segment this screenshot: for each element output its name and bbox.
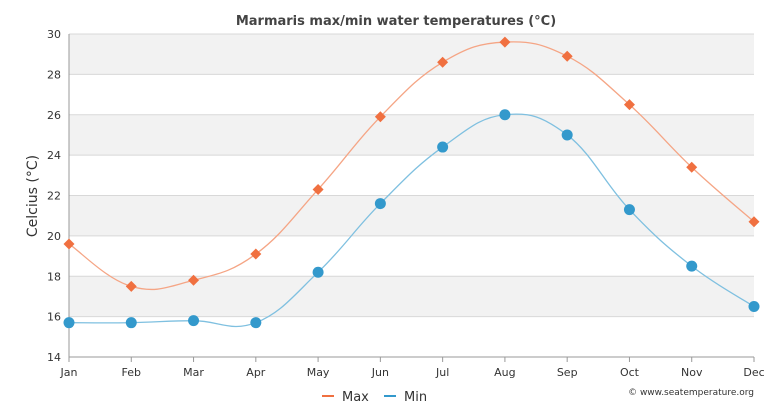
x-tick-label: Jul xyxy=(435,366,449,379)
data-point-max[interactable] xyxy=(63,238,75,250)
plot-band xyxy=(69,276,754,317)
y-tick-label: 14 xyxy=(47,351,61,364)
data-point-min[interactable] xyxy=(561,129,573,141)
y-tick-label: 18 xyxy=(47,270,61,283)
data-point-min[interactable] xyxy=(437,141,449,153)
x-tick-label: Sep xyxy=(557,366,578,379)
y-tick-label: 20 xyxy=(47,230,61,243)
legend-label-min: Min xyxy=(404,390,427,405)
y-tick-label: 16 xyxy=(47,311,61,324)
chart-title: Marmaris max/min water temperatures (°C) xyxy=(236,14,556,29)
legend-label-max: Max xyxy=(342,390,369,405)
credit-text: © www.seatemperature.org xyxy=(628,388,754,398)
gridlines xyxy=(69,33,754,358)
data-point-min[interactable] xyxy=(686,260,698,272)
data-point-min[interactable] xyxy=(188,315,200,327)
data-point-max[interactable] xyxy=(125,280,137,292)
x-tick-label: Jun xyxy=(371,366,389,379)
x-tick-label: May xyxy=(307,366,330,379)
data-point-min[interactable] xyxy=(312,266,324,278)
data-point-max[interactable] xyxy=(312,183,324,195)
y-tick-label: 24 xyxy=(47,149,61,162)
legend-item-max[interactable]: Max xyxy=(322,390,369,405)
plot-background-bands xyxy=(69,34,754,317)
plot-band xyxy=(69,195,754,236)
data-point-max[interactable] xyxy=(561,50,573,62)
y-tick-label: 26 xyxy=(47,109,61,122)
data-point-min[interactable] xyxy=(623,204,635,216)
series-layer xyxy=(63,36,760,329)
y-tick-label: 28 xyxy=(47,68,61,81)
x-tick-label: Dec xyxy=(743,366,764,379)
data-point-max[interactable] xyxy=(499,36,511,48)
data-point-max[interactable] xyxy=(374,111,386,123)
x-tick-label: Mar xyxy=(183,366,204,379)
y-tick-label: 22 xyxy=(47,190,61,203)
y-axis-label: Celcius (°C) xyxy=(25,155,41,237)
data-point-min[interactable] xyxy=(125,317,137,329)
series-line-max xyxy=(68,41,755,291)
data-point-max[interactable] xyxy=(686,161,698,173)
x-axis-ticks: Jan Feb Mar Apr May Jun Jul Aug Sep Oct Nov Dec xyxy=(60,357,765,379)
data-point-max[interactable] xyxy=(748,216,760,228)
data-point-min[interactable] xyxy=(748,301,760,313)
x-tick-label: Feb xyxy=(122,366,141,379)
series-max xyxy=(63,36,760,292)
plot-band xyxy=(69,114,754,156)
axes xyxy=(68,34,754,358)
x-tick-label: Apr xyxy=(246,366,266,379)
x-tick-label: Jan xyxy=(60,366,78,379)
x-tick-label: Nov xyxy=(681,366,703,379)
x-tick-label: Aug xyxy=(494,366,515,379)
legend-item-min[interactable]: Min xyxy=(384,390,427,405)
x-tick-label: Oct xyxy=(620,366,640,379)
data-point-max[interactable] xyxy=(188,274,200,286)
data-point-min[interactable] xyxy=(374,198,386,210)
plot-band xyxy=(69,34,754,75)
data-point-min[interactable] xyxy=(250,317,262,329)
data-point-max[interactable] xyxy=(623,99,635,111)
data-point-min[interactable] xyxy=(63,317,75,329)
data-point-max[interactable] xyxy=(437,56,449,68)
series-min xyxy=(63,109,760,329)
y-axis-ticks: 14 16 18 20 22 24 26 28 30 xyxy=(47,28,61,364)
data-point-max[interactable] xyxy=(250,248,262,260)
legend: Max Min xyxy=(322,390,427,405)
y-tick-label: 30 xyxy=(47,28,61,41)
data-point-min[interactable] xyxy=(499,109,511,121)
